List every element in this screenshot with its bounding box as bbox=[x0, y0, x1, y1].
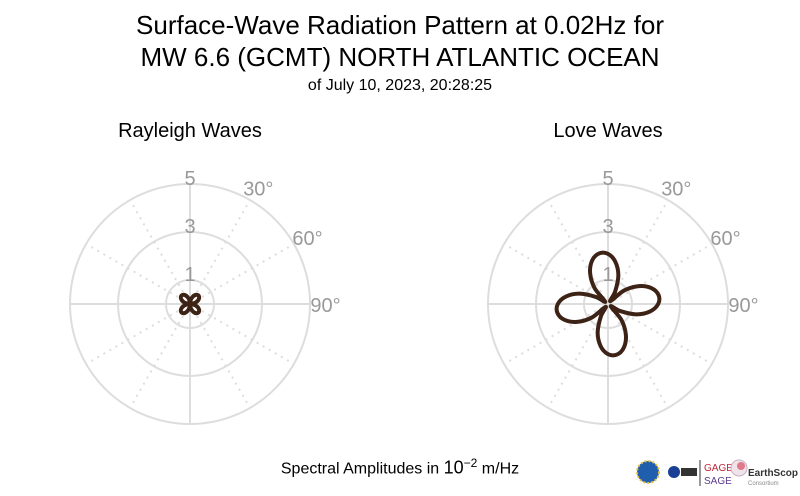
angle-tick-label: 60° bbox=[292, 228, 322, 250]
radial-gridline bbox=[487, 183, 729, 425]
sage-logo-text: SAGE bbox=[704, 476, 732, 487]
angle-gridline bbox=[85, 303, 191, 365]
angle-tick-label: 90° bbox=[310, 295, 340, 317]
angle-gridline bbox=[503, 243, 609, 305]
radial-tick-label: 3 bbox=[184, 216, 195, 238]
radial-gridline bbox=[583, 279, 633, 329]
angle-gridline bbox=[85, 243, 191, 305]
footer-exponent: −2 bbox=[463, 456, 478, 470]
polar-plot-1: 1 3 5 30° 60° 90° bbox=[487, 168, 759, 425]
angle-gridline bbox=[607, 303, 669, 409]
angle-gridline bbox=[189, 303, 295, 365]
angle-gridline bbox=[189, 199, 251, 305]
polar-plot-0: 1 3 5 30° 60° 90° bbox=[69, 168, 341, 425]
angle-gridline bbox=[129, 199, 191, 305]
angle-gridline bbox=[547, 303, 609, 409]
radial-gridline bbox=[165, 279, 215, 329]
angle-gridline bbox=[607, 303, 713, 365]
radial-gridline bbox=[69, 183, 311, 425]
angle-tick-label: 90° bbox=[728, 295, 758, 317]
angle-gridline bbox=[547, 199, 609, 305]
radial-tick-label: 5 bbox=[184, 168, 195, 190]
radial-tick-label: 1 bbox=[602, 264, 613, 286]
rayleigh-title: Rayleigh Waves bbox=[118, 120, 262, 142]
subtitle: of July 10, 2023, 20:28:25 bbox=[307, 77, 493, 94]
title-line-1: Surface-Wave Radiation Pattern at 0.02Hz… bbox=[136, 10, 664, 40]
angle-gridline bbox=[503, 303, 609, 365]
angle-tick-label: 60° bbox=[710, 228, 740, 250]
radial-gridline bbox=[117, 231, 263, 377]
logos-svg: GAGE SAGE EarthScope Consortium bbox=[636, 459, 798, 487]
consortium-text: Consortium bbox=[748, 481, 779, 487]
angle-gridline bbox=[189, 303, 251, 409]
usgs-logo-icon bbox=[681, 468, 697, 476]
angle-gridline bbox=[189, 243, 295, 305]
footer-base: 10 bbox=[443, 457, 464, 478]
radial-gridline bbox=[535, 231, 681, 377]
radial-tick-label: 1 bbox=[184, 264, 195, 286]
love-title: Love Waves bbox=[553, 120, 663, 142]
angle-tick-label: 30° bbox=[661, 179, 691, 201]
footer-units: Spectral Amplitudes in 10−2 m/Hz bbox=[0, 456, 800, 478]
footer-unit: m/Hz bbox=[477, 460, 520, 478]
footer-prefix: Spectral Amplitudes in bbox=[280, 460, 444, 478]
title-line-2: MW 6.6 (GCMT) NORTH ATLANTIC OCEAN bbox=[140, 42, 660, 72]
radial-tick-label: 3 bbox=[602, 216, 613, 238]
earthscope-text: EarthScope bbox=[748, 468, 798, 479]
angle-tick-label: 30° bbox=[243, 179, 273, 201]
angle-gridline bbox=[607, 243, 713, 305]
radial-tick-label: 5 bbox=[602, 168, 613, 190]
gage-logo-text: GAGE bbox=[704, 463, 733, 474]
angle-gridline bbox=[129, 303, 191, 409]
sponsor-logos: GAGE SAGE EarthScope Consortium bbox=[636, 456, 798, 488]
nasa-logo-icon bbox=[668, 466, 680, 478]
angle-gridline bbox=[607, 199, 669, 305]
nsf-logo-icon bbox=[637, 461, 659, 483]
